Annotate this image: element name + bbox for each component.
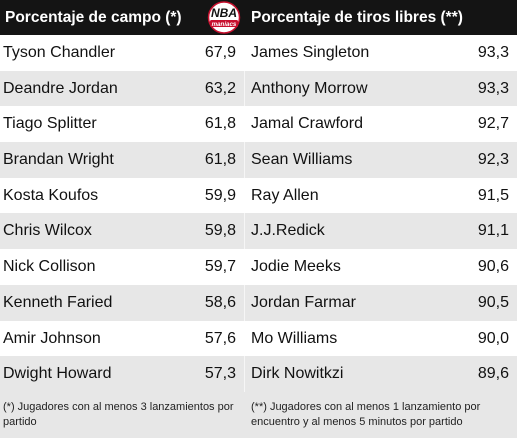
free-throw-pct: 93,3 — [477, 44, 509, 61]
table-row: Deandre Jordan 63,2 Anthony Morrow 93,3 — [0, 70, 517, 107]
free-throw-player-name: Dirk Nowitkzi — [251, 365, 344, 383]
free-throw-pct: 90,0 — [477, 329, 509, 347]
table-row: Amir Johnson 57,6 Mo Williams 90,0 — [0, 320, 517, 357]
free-throw-player-name: Anthony Morrow — [251, 79, 368, 97]
table-row: Chris Wilcox 59,8 J.J.Redick 91,1 — [0, 213, 517, 250]
free-throw-player-name: Sean Williams — [251, 151, 353, 169]
free-throw-pct: 91,5 — [477, 186, 509, 204]
logo-nba-text: NBA — [211, 6, 237, 20]
column-divider — [244, 70, 245, 107]
field-player-name: Nick Collison — [3, 258, 96, 276]
free-throw-title: Porcentaje de tiros libres (**) — [251, 9, 463, 26]
stats-rows: Tyson Chandler 67,9 James Singleton 93,3 Dea… — [0, 35, 517, 392]
field-goal-pct: 57,3 — [204, 365, 236, 383]
field-goal-pct: 58,6 — [204, 293, 236, 311]
column-divider — [244, 284, 245, 321]
free-throw-pct: 92,7 — [477, 115, 509, 133]
field-goal-pct: 59,8 — [204, 222, 236, 240]
field-player-name: Tyson Chandler — [3, 44, 116, 61]
free-throw-player-name: Jamal Crawford — [251, 115, 364, 133]
column-divider — [244, 356, 245, 392]
table-row: Brandan Wright 61,8 Sean Williams 92,3 — [0, 142, 517, 178]
column-divider — [244, 249, 245, 285]
column-divider — [244, 320, 245, 357]
table-row: Tyson Chandler 67,9 James Singleton 93,3 — [0, 35, 517, 71]
free-throw-pct: 91,1 — [477, 222, 509, 240]
field-player-name: Amir Johnson — [3, 329, 101, 347]
free-throw-pct: 93,3 — [477, 79, 509, 97]
field-goal-pct: 61,8 — [204, 115, 236, 133]
field-goal-pct: 63,2 — [204, 79, 236, 97]
logo-maniacs-text: maniacs — [212, 21, 237, 28]
free-throw-player-name: Ray Allen — [251, 186, 319, 204]
field-goal-pct: 57,6 — [204, 329, 236, 347]
field-goal-pct: 67,9 — [204, 44, 236, 61]
table-header: Porcentaje de campo (*) NBA maniacs Porc… — [0, 0, 517, 35]
free-throw-pct: 89,6 — [477, 365, 509, 383]
nba-maniacs-logo: NBA maniacs — [207, 1, 241, 34]
table-row: Kenneth Faried 58,6 Jordan Farmar 90,5 — [0, 284, 517, 321]
table-row: Tiago Splitter 61,8 Jamal Crawford 92,7 — [0, 106, 517, 143]
table-row: Dwight Howard 57,3 Dirk Nowitkzi 89,6 — [0, 356, 517, 392]
table-row: Kosta Koufos 59,9 Ray Allen 91,5 — [0, 177, 517, 214]
column-divider — [244, 35, 245, 71]
field-player-name: Brandan Wright — [3, 151, 114, 169]
field-player-name: Dwight Howard — [3, 365, 112, 383]
table-footer: (*) Jugadores con al menos 3 lanzamiento… — [0, 392, 517, 438]
free-throw-player-name: Jodie Meeks — [251, 258, 341, 276]
field-goal-footnote: (*) Jugadores con al menos 3 lanzamiento… — [3, 401, 234, 428]
column-divider — [244, 213, 245, 250]
field-player-name: Kenneth Faried — [3, 293, 113, 311]
free-throw-player-name: James Singleton — [251, 44, 370, 61]
field-player-name: Tiago Splitter — [3, 115, 97, 133]
field-player-name: Chris Wilcox — [3, 222, 92, 240]
field-goal-pct: 59,7 — [204, 258, 236, 276]
free-throw-pct: 92,3 — [477, 151, 509, 169]
free-throw-player-name: Jordan Farmar — [251, 293, 356, 311]
free-throw-player-name: Mo Williams — [251, 329, 338, 347]
column-divider — [244, 177, 245, 214]
field-goal-pct: 61,8 — [204, 151, 236, 169]
field-goal-title: Porcentaje de campo (*) — [5, 9, 182, 26]
free-throw-pct: 90,5 — [477, 293, 509, 311]
free-throw-footnote: (**) Jugadores con al menos 1 lanzamient… — [251, 401, 481, 428]
field-goal-pct: 59,9 — [204, 186, 236, 204]
free-throw-pct: 90,6 — [477, 258, 509, 276]
column-divider — [244, 142, 245, 178]
column-divider — [244, 106, 245, 143]
field-player-name: Kosta Koufos — [3, 186, 99, 204]
free-throw-player-name: J.J.Redick — [251, 222, 325, 240]
table-row: Nick Collison 59,7 Jodie Meeks 90,6 — [0, 249, 517, 285]
field-player-name: Deandre Jordan — [3, 79, 118, 97]
